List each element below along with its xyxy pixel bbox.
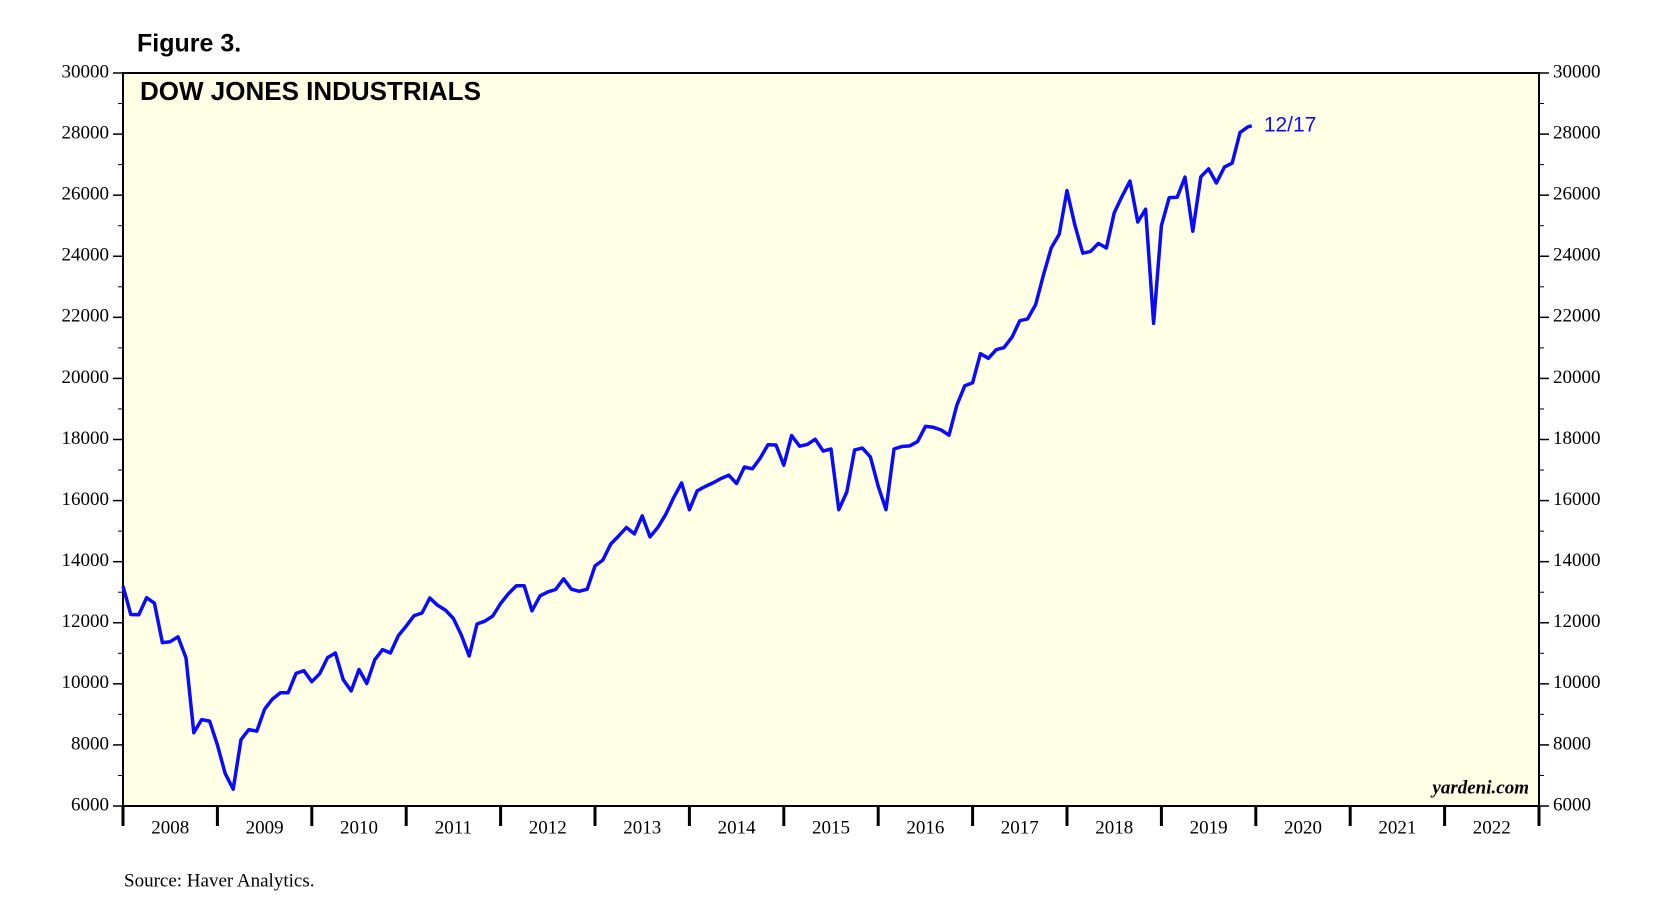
y2-tick-label: 26000 xyxy=(1553,184,1601,205)
source: Source: Haver Analytics. xyxy=(124,870,314,891)
y2-tick-label: 12000 xyxy=(1553,611,1601,632)
y-tick-label: 10000 xyxy=(62,672,110,693)
x-tick-label: 2022 xyxy=(1473,817,1511,838)
x-tick-label: 2008 xyxy=(151,817,189,838)
end-annotation: 12/17 xyxy=(1264,113,1317,136)
plot-area xyxy=(122,72,1540,807)
watermark: yardeni.com xyxy=(1430,777,1529,798)
y-tick-label: 24000 xyxy=(62,245,110,266)
chart-title: DOW JONES INDUSTRIALS xyxy=(140,76,481,106)
x-tick-label: 2015 xyxy=(812,817,850,838)
y-tick-label: 20000 xyxy=(62,367,110,388)
y2-tick-label: 24000 xyxy=(1553,245,1601,266)
y-tick-label: 18000 xyxy=(62,428,110,449)
figure-label: Figure 3. xyxy=(137,30,241,58)
x-tick-label: 2020 xyxy=(1284,817,1322,838)
y2-tick-label: 22000 xyxy=(1553,306,1601,327)
y2-tick-label: 28000 xyxy=(1553,122,1601,143)
y2-tick-label: 16000 xyxy=(1553,489,1601,510)
y-tick-label: 28000 xyxy=(62,122,110,143)
series-line xyxy=(121,124,1253,791)
y-tick-label: 14000 xyxy=(62,550,110,571)
x-tick-label: 2019 xyxy=(1190,817,1228,838)
y2-tick-label: 6000 xyxy=(1553,794,1591,815)
x-tick-label: 2017 xyxy=(1001,817,1039,838)
x-tick-label: 2009 xyxy=(246,817,284,838)
x-tick-label: 2018 xyxy=(1095,817,1133,838)
y-tick-label: 16000 xyxy=(62,489,110,510)
y2-tick-label: 10000 xyxy=(1553,672,1601,693)
y-tick-label: 22000 xyxy=(62,306,110,327)
x-tick-label: 2012 xyxy=(529,817,567,838)
y-tick-label: 30000 xyxy=(62,61,110,82)
x-tick-label: 2010 xyxy=(340,817,378,838)
y2-tick-label: 20000 xyxy=(1553,367,1601,388)
x-tick-label: 2014 xyxy=(718,817,757,838)
y2-tick-label: 14000 xyxy=(1553,550,1601,571)
x-tick-label: 2013 xyxy=(623,817,661,838)
y2-tick-label: 30000 xyxy=(1553,61,1601,82)
y2-tick-label: 8000 xyxy=(1553,733,1591,754)
y-tick-label: 12000 xyxy=(62,611,110,632)
x-tick-label: 2011 xyxy=(435,817,472,838)
y-tick-label: 6000 xyxy=(71,794,109,815)
y-tick-label: 8000 xyxy=(71,733,109,754)
y-tick-label: 26000 xyxy=(62,184,110,205)
x-tick-label: 2016 xyxy=(906,817,944,838)
y2-tick-label: 18000 xyxy=(1553,428,1601,449)
x-tick-label: 2021 xyxy=(1378,817,1416,838)
